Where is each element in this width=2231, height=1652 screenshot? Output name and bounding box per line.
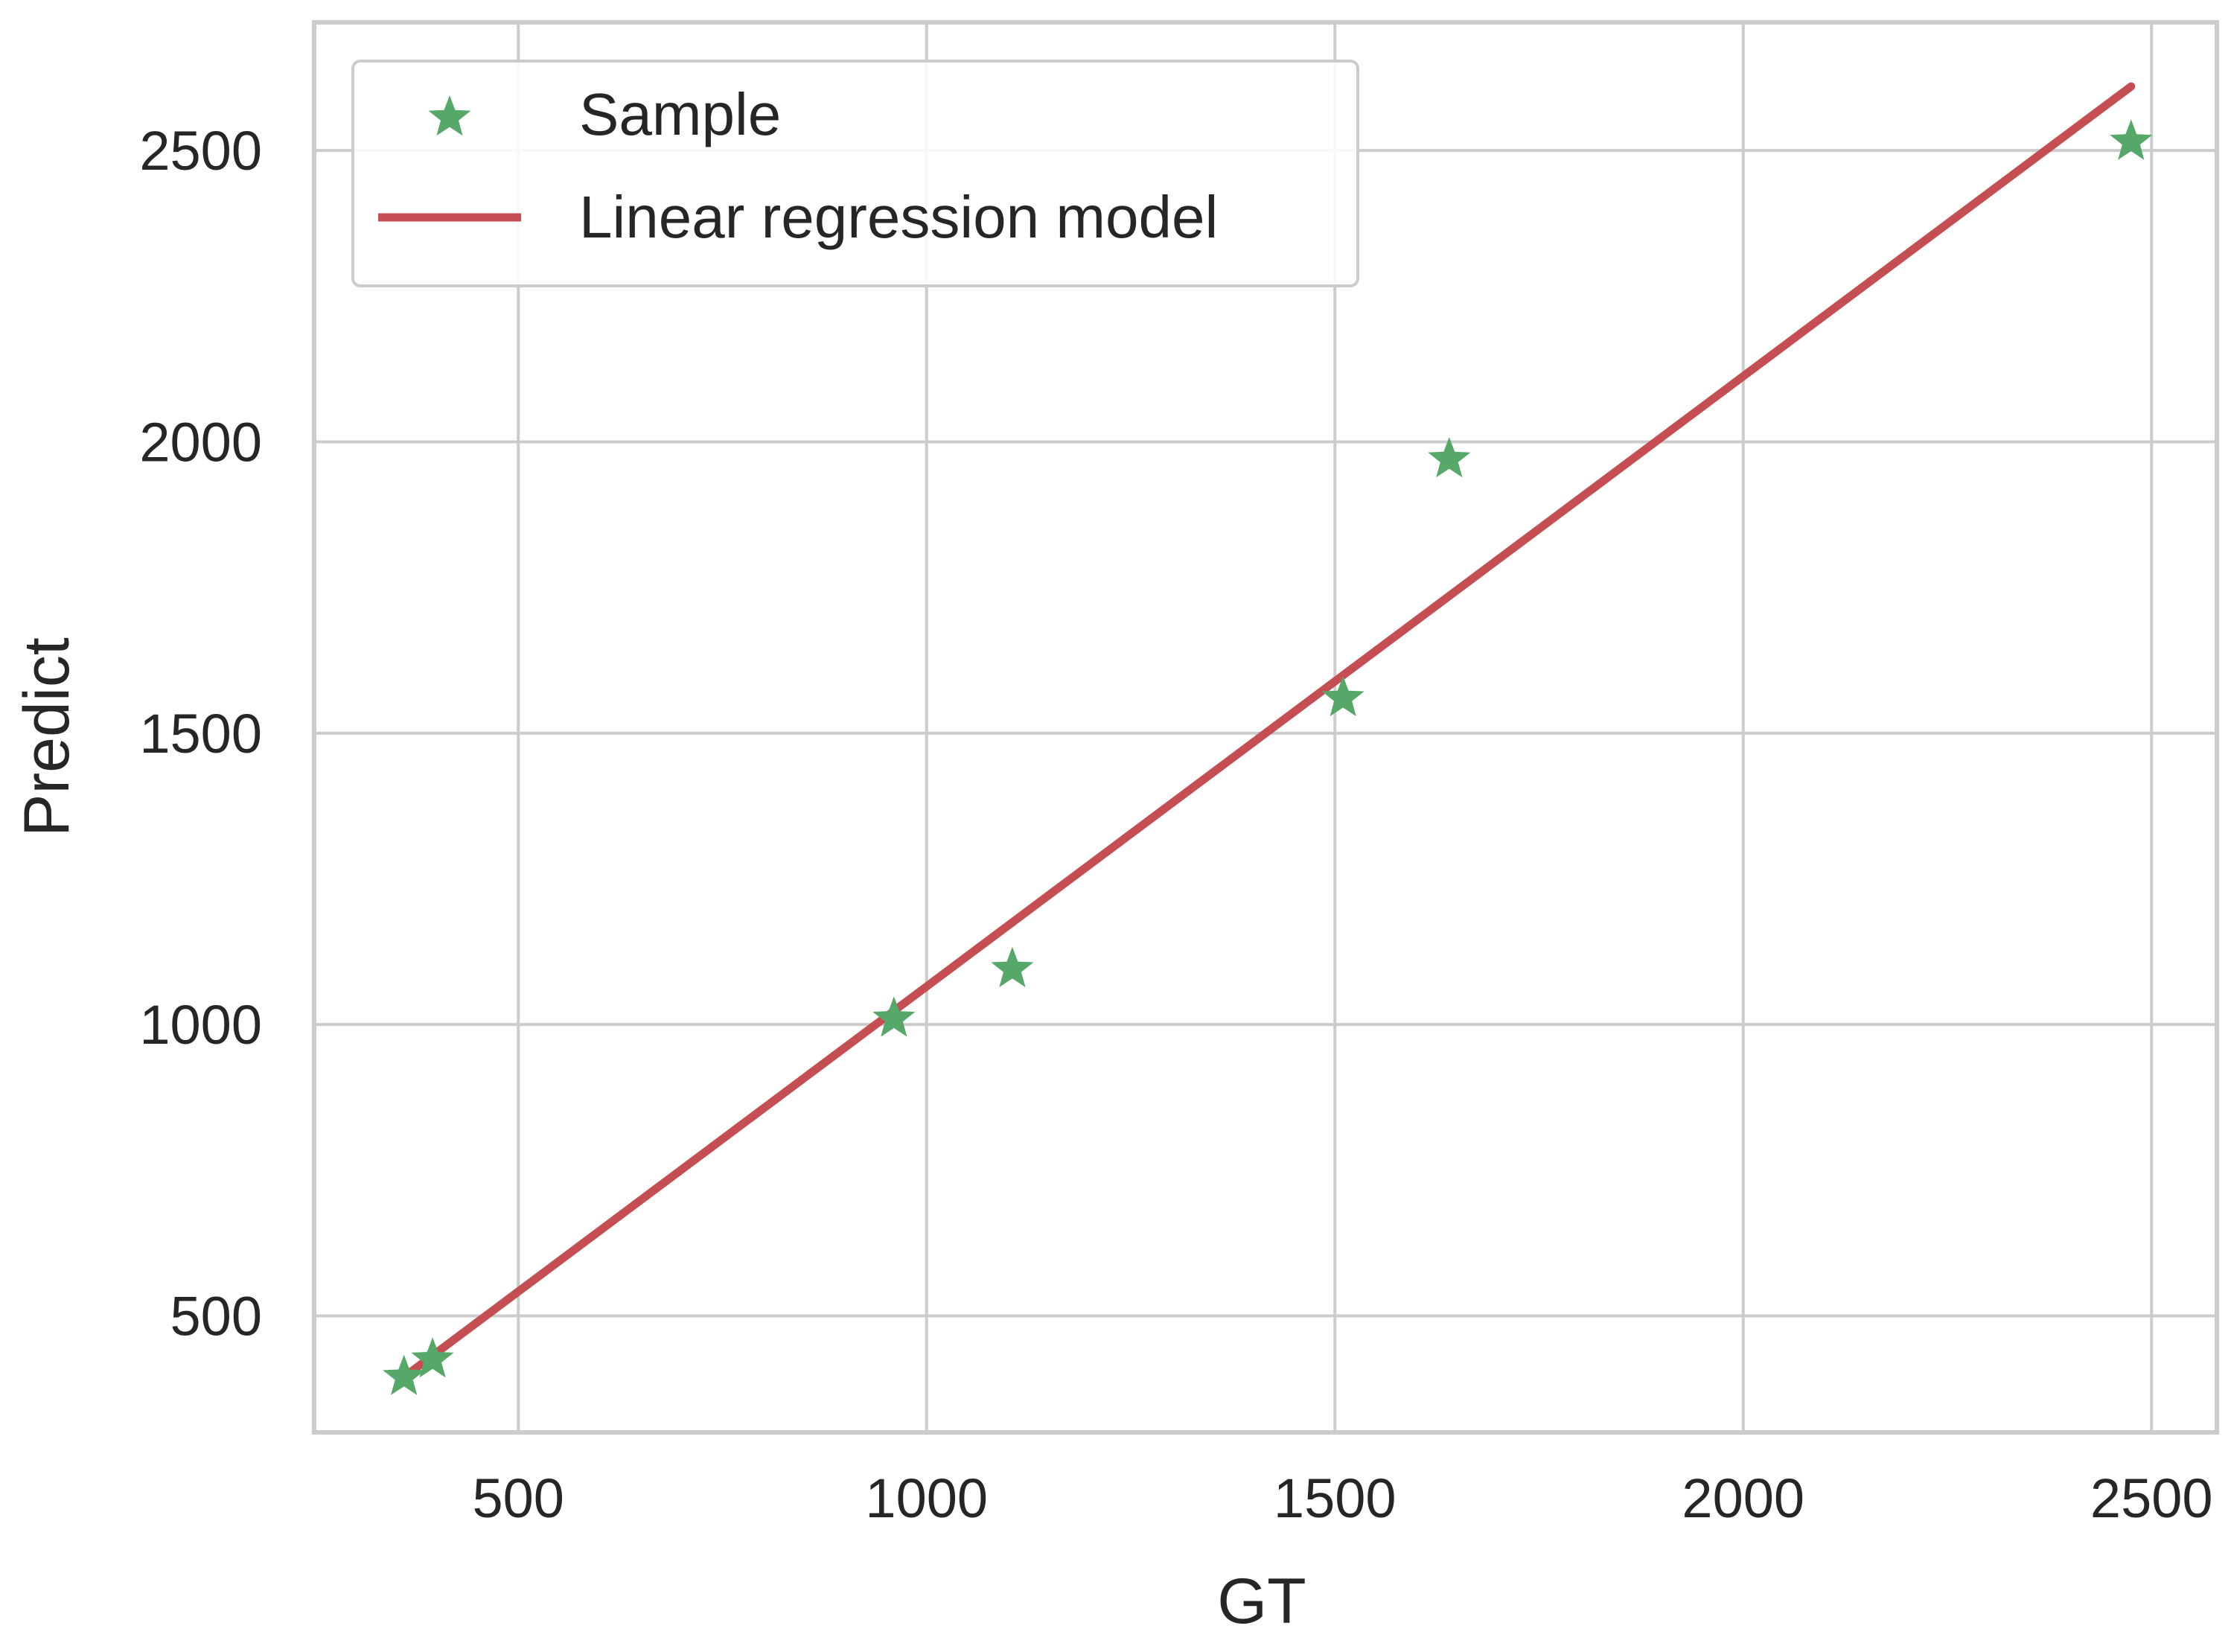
y-tick-label: 500 [170,1285,262,1347]
y-tick-label: 1500 [139,703,262,765]
sample-point [383,1354,426,1395]
x-tick-label: 2500 [2090,1467,2213,1529]
legend: Sample Linear regression model [351,60,1359,287]
legend-regression-label: Linear regression model [579,184,1218,250]
x-tick-label: 500 [473,1467,564,1529]
y-tick-labels: 500 1000 1500 2000 2500 [139,120,262,1347]
legend-sample-label: Sample [579,81,781,147]
x-tick-label: 2000 [1682,1467,1804,1529]
sample-point [1321,675,1365,717]
plot-frame [312,20,2219,1435]
y-tick-label: 1000 [139,994,262,1056]
y-tick-label: 2000 [139,412,262,473]
y-axis-label: Predict [11,637,83,837]
y-tick-label: 2500 [139,120,262,182]
sample-point [991,946,1034,988]
regression-line [400,82,2136,1382]
sample-point [411,1337,454,1378]
sample-markers [383,119,2153,1395]
sample-point [872,996,916,1037]
regression-line-layer [400,82,2136,1382]
x-tick-labels: 500 1000 1500 2000 2500 [473,1467,2213,1529]
x-tick-label: 1500 [1274,1467,1397,1529]
x-axis-label: GT [1217,1566,1306,1637]
legend-sample-marker [428,95,471,136]
sample-point [2110,119,2153,160]
x-tick-label: 1000 [865,1467,988,1529]
sample-point [1428,437,1471,478]
legend-box [351,60,1359,287]
legend-star-icon [428,95,471,136]
